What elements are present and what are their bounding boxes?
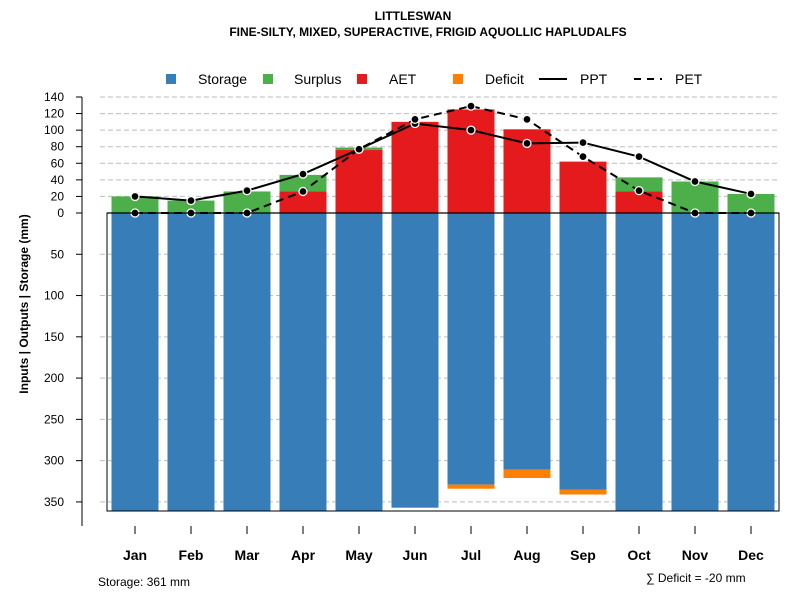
pet-point bbox=[634, 185, 644, 196]
y-tick-label: 200 bbox=[44, 371, 64, 385]
ppt-point bbox=[746, 189, 756, 199]
y-tick-label: 50 bbox=[51, 247, 65, 261]
storage-bar bbox=[391, 213, 439, 508]
deficit-bar bbox=[559, 489, 607, 495]
pet-point bbox=[578, 152, 588, 162]
aet-bar bbox=[391, 121, 439, 213]
ppt-point bbox=[466, 125, 476, 135]
chart-title: LITTLESWAN bbox=[375, 9, 452, 23]
surplus-bar bbox=[671, 181, 719, 213]
pet-line bbox=[135, 105, 751, 214]
storage-note: Storage: 361 mm bbox=[98, 575, 190, 589]
y-tick-label: 40 bbox=[51, 173, 65, 187]
axes: 0 20 40 60 80 100 120 140 50 100 150 200 250 300 350 Ja… bbox=[44, 90, 780, 563]
x-tick-label: Nov bbox=[682, 547, 709, 563]
x-tick-label: Apr bbox=[291, 547, 316, 563]
x-tick-label: Dec bbox=[738, 547, 764, 563]
surplus-bar bbox=[111, 196, 159, 213]
storage-bar bbox=[167, 213, 215, 511]
y-tick-label: 20 bbox=[51, 189, 65, 203]
y-tick-label: 100 bbox=[44, 123, 64, 137]
storage-bar bbox=[671, 213, 719, 511]
legend-item-deficit: Deficit bbox=[453, 71, 524, 87]
deficit-note: ∑ Deficit = -20 mm bbox=[646, 571, 746, 585]
aet-bar bbox=[559, 161, 607, 213]
deficit-bar bbox=[447, 484, 495, 489]
y-tick-label: 140 bbox=[44, 90, 64, 104]
storage-bar bbox=[727, 213, 775, 511]
ppt-point bbox=[130, 191, 140, 202]
aet-bar bbox=[615, 191, 663, 213]
pet-point bbox=[410, 114, 420, 125]
storage-bar bbox=[279, 213, 327, 511]
pet-point bbox=[522, 114, 532, 125]
x-tick-label: Jan bbox=[123, 547, 147, 563]
legend-label: Surplus bbox=[294, 71, 341, 87]
storage-bar bbox=[559, 213, 607, 490]
legend-swatch bbox=[453, 74, 463, 84]
surplus-bar bbox=[279, 174, 327, 192]
surplus-bar bbox=[167, 200, 215, 213]
x-tick-label: Aug bbox=[513, 547, 540, 563]
y-tick-label: 300 bbox=[44, 454, 64, 468]
legend-item-pet: PET bbox=[634, 71, 703, 87]
y-tick-label: 100 bbox=[44, 289, 64, 303]
legend-label: PET bbox=[675, 71, 703, 87]
x-tick-label: Sep bbox=[570, 547, 596, 563]
ppt-point bbox=[186, 195, 196, 206]
aet-bar bbox=[335, 150, 383, 213]
legend-label: Storage bbox=[198, 71, 247, 87]
x-tick-label: Mar bbox=[235, 547, 260, 563]
y-tick-label: 60 bbox=[51, 156, 65, 170]
legend-swatch bbox=[357, 74, 367, 84]
ppt-point bbox=[690, 176, 700, 187]
y-axis-title: Inputs | Outputs | Storage (mm) bbox=[17, 214, 31, 393]
storage-bar bbox=[335, 213, 383, 511]
x-tick-label: Feb bbox=[179, 547, 204, 563]
legend-swatch bbox=[263, 74, 273, 84]
legend-swatch bbox=[166, 74, 176, 84]
legend-item-storage: Storage bbox=[166, 71, 247, 87]
legend-label: PPT bbox=[580, 71, 608, 87]
y-tick-label: 250 bbox=[44, 412, 64, 426]
legend-item-ppt: PPT bbox=[539, 71, 608, 87]
legend-item-aet: AET bbox=[357, 71, 417, 87]
surplus-bar bbox=[615, 177, 663, 192]
x-tick-label: Jul bbox=[461, 547, 481, 563]
y-tick-label: 150 bbox=[44, 330, 64, 344]
bars bbox=[111, 109, 775, 511]
aet-bar bbox=[447, 109, 495, 213]
ppt-point bbox=[298, 169, 308, 179]
ppt-line bbox=[134, 122, 752, 202]
deficit-bar bbox=[503, 469, 551, 478]
legend-label: Deficit bbox=[485, 71, 524, 87]
storage-bar bbox=[503, 213, 551, 470]
storage-bar bbox=[615, 213, 663, 511]
legend-label: AET bbox=[389, 71, 417, 87]
ppt-point bbox=[242, 185, 252, 196]
y-tick-label: 80 bbox=[51, 140, 65, 154]
y-tick-label: 350 bbox=[44, 495, 64, 509]
surplus-bar bbox=[727, 193, 775, 213]
legend-item-surplus: Surplus bbox=[263, 71, 341, 87]
pet-point bbox=[466, 101, 476, 111]
storage-bar bbox=[111, 213, 159, 511]
ppt-point bbox=[578, 137, 588, 148]
storage-bar bbox=[447, 213, 495, 485]
lines bbox=[130, 101, 756, 218]
pet-point bbox=[354, 144, 364, 154]
x-tick-label: May bbox=[345, 547, 372, 563]
x-tick-label: Jun bbox=[403, 547, 428, 563]
pet-point bbox=[298, 186, 308, 197]
storage-bar bbox=[223, 213, 271, 511]
y-tick-label: 0 bbox=[57, 206, 64, 220]
ppt-point bbox=[634, 152, 644, 162]
chart-subtitle: FINE-SILTY, MIXED, SUPERACTIVE, FRIGID A… bbox=[229, 25, 626, 39]
x-tick-label: Oct bbox=[627, 547, 651, 563]
legend: Storage Surplus AET Deficit PPT PET bbox=[166, 71, 703, 87]
y-tick-label: 120 bbox=[44, 107, 64, 121]
ppt-point bbox=[522, 138, 532, 149]
